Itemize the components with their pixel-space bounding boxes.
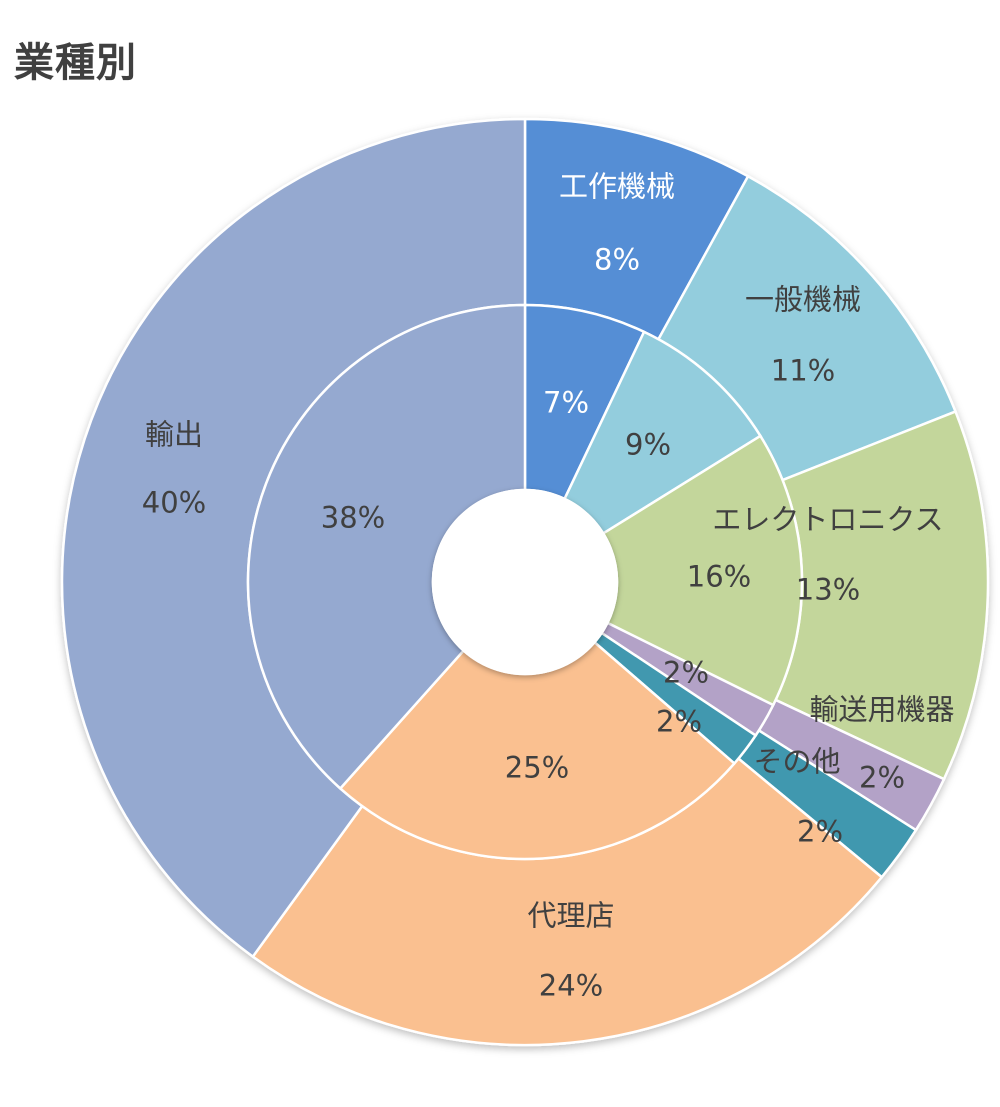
outer-category-label: エレクトロニクス [712,502,944,537]
outer-category-label: 輸出 [144,417,204,452]
outer-category-label: 輸送用機器 [809,692,955,727]
outer-category-label: 代理店 [527,898,615,933]
outer-percent-label: 2% [858,760,906,795]
inner-percent-label: 9% [624,427,672,462]
inner-ring [246,303,804,861]
outer-category-label: その他 [753,744,841,779]
outer-percent-label: 8% [593,242,641,277]
outer-percent-label: 13% [795,572,861,607]
outer-percent-label: 40% [141,485,207,520]
outer-percent-label: 24% [538,968,604,1003]
inner-percent-label: 38% [320,500,386,535]
inner-percent-label: 7% [542,385,590,420]
outer-category-label: 一般機械 [744,282,862,317]
chart-title: 業種別 [14,40,137,86]
outer-ring [60,117,990,1047]
inner-percent-label: 25% [504,750,570,785]
inner-percent-label: 2% [655,704,703,739]
inner-percent-label: 16% [686,559,752,594]
outer-percent-label: 11% [770,353,836,388]
center-hole [431,488,619,676]
outer-percent-label: 2% [796,814,844,849]
inner-percent-label: 2% [662,655,710,690]
outer-category-label: 工作機械 [558,169,676,204]
